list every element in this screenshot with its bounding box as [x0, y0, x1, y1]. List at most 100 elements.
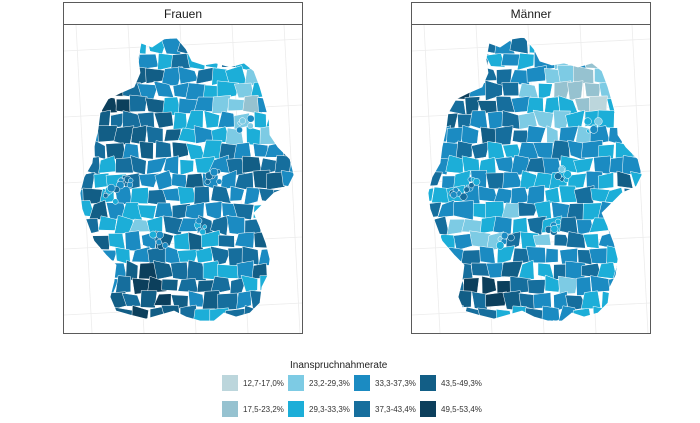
district-region [80, 79, 94, 101]
district-region [257, 97, 279, 113]
district-region [428, 262, 443, 280]
district-region [283, 37, 294, 40]
district-region [638, 65, 642, 84]
district-region [428, 67, 431, 86]
district-region [80, 50, 94, 70]
district-region [89, 263, 107, 282]
district-region [268, 80, 285, 101]
district-region [80, 112, 96, 130]
district-region [240, 274, 258, 293]
city-district [500, 232, 509, 240]
district-region [455, 140, 473, 161]
district-region [447, 305, 464, 321]
district-region [612, 232, 632, 252]
district-region [455, 50, 473, 71]
district-region [573, 157, 594, 174]
district-region [270, 291, 283, 308]
district-region [412, 231, 425, 251]
district-region [172, 111, 188, 131]
district-region [64, 265, 79, 281]
district-region [85, 68, 100, 84]
district-region [84, 278, 102, 295]
city-district [195, 217, 203, 225]
district-region [525, 307, 545, 321]
district-region [428, 234, 440, 249]
district-region [299, 81, 302, 99]
legend-item: 29,3-33,3% [288, 401, 350, 417]
legend-item: 37,3-43,4% [354, 401, 416, 417]
district-region [431, 307, 452, 321]
district-region [301, 204, 302, 219]
district-region [446, 37, 465, 55]
district-region [170, 52, 192, 69]
city-district [199, 228, 206, 236]
city-district [155, 239, 162, 246]
district-region [630, 262, 642, 281]
district-region [412, 80, 425, 101]
legend-label: 43,5-49,3% [441, 378, 482, 388]
legend-title: Inanspruchnahmerate [290, 360, 388, 371]
district-region [80, 125, 86, 143]
city-district [554, 172, 562, 180]
city-district [246, 114, 255, 123]
country-outline [79, 36, 295, 322]
district-region [273, 309, 294, 321]
legend-swatch [222, 375, 238, 391]
district-region [198, 37, 214, 57]
district-region [479, 245, 496, 264]
district-region [115, 275, 132, 294]
district-region [82, 246, 100, 266]
district-region [641, 247, 642, 263]
district-region [256, 308, 279, 321]
legend-label: 49,5-53,4% [441, 404, 482, 414]
legend-swatch [354, 375, 370, 391]
district-region [281, 261, 294, 278]
legend-item: 12,7-17,0% [222, 375, 284, 391]
district-region [461, 37, 482, 55]
district-region [553, 320, 571, 321]
district-region [161, 278, 179, 292]
district-region [599, 37, 618, 40]
district-region [236, 290, 252, 310]
district-region [641, 186, 642, 206]
district-region [267, 204, 284, 221]
district-region [218, 234, 235, 248]
district-region [89, 51, 107, 70]
district-region [257, 248, 278, 266]
district-region [171, 173, 187, 188]
district-region [445, 66, 467, 86]
district-region [607, 65, 627, 86]
district-region [582, 320, 600, 321]
district-region [438, 81, 457, 98]
district-region [493, 187, 514, 204]
district-region [300, 236, 302, 249]
district-region [624, 96, 641, 112]
district-region [217, 264, 239, 279]
district-region [518, 111, 538, 130]
district-region [428, 157, 434, 173]
district-region [481, 275, 497, 296]
district-region [64, 322, 79, 333]
district-region [525, 246, 547, 264]
choropleth-map-maenner [412, 25, 650, 333]
district-region [84, 304, 101, 321]
district-region [630, 37, 642, 41]
district-region [177, 186, 197, 205]
district-region [532, 233, 552, 246]
district-region [428, 187, 434, 204]
district-region [597, 172, 614, 190]
district-region [290, 278, 294, 295]
district-region [412, 170, 425, 190]
district-region [251, 37, 271, 40]
district-region [628, 112, 642, 130]
district-region [591, 37, 611, 57]
city-district [107, 183, 116, 193]
city-district [103, 192, 109, 199]
district-region [566, 37, 587, 39]
district-region [265, 52, 288, 69]
district-region [542, 37, 559, 57]
district-region [171, 141, 189, 160]
district-region [638, 276, 642, 294]
legend-swatch [420, 375, 436, 391]
district-region [617, 110, 633, 130]
